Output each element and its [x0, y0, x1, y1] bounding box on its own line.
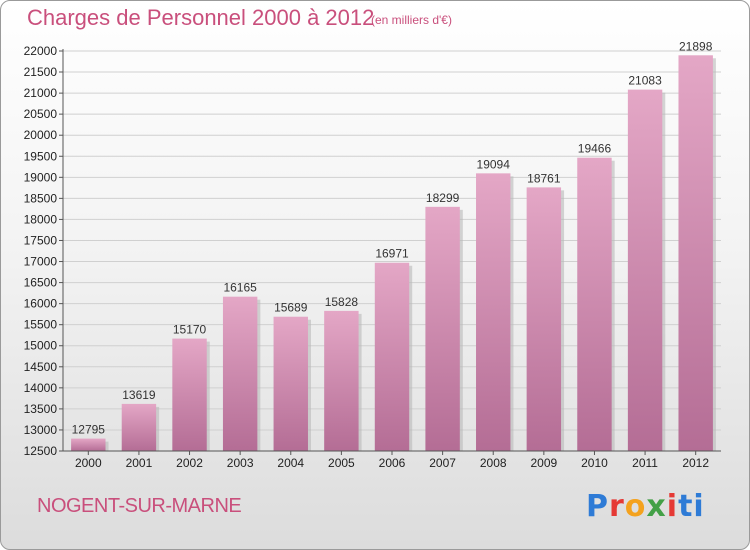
y-tick-label: 12500 — [24, 444, 58, 458]
data-label: 16165 — [223, 281, 257, 295]
y-tick-label: 15500 — [24, 318, 58, 332]
data-label: 15170 — [173, 323, 207, 337]
bars: 12795 13619 15170 16165 15689 15828 16971 18299… — [71, 39, 716, 451]
x-tick-label: 2012 — [682, 456, 709, 470]
logo-letter: i — [666, 489, 679, 524]
y-tick-label: 17000 — [24, 255, 58, 269]
x-tick-label: 2000 — [75, 456, 102, 470]
logo-letter: o — [624, 489, 647, 524]
logo-letter: r — [609, 489, 625, 524]
y-tick-label: 20500 — [24, 107, 58, 121]
y-tick-label: 21000 — [24, 86, 58, 100]
bar — [425, 206, 460, 451]
x-tick-label: 2004 — [277, 456, 304, 470]
x-tick-label: 2009 — [530, 456, 557, 470]
y-tick-label: 17500 — [24, 233, 58, 247]
x-tick-label: 2002 — [176, 456, 203, 470]
y-tick-label: 15000 — [24, 339, 58, 353]
y-tick-label: 14500 — [24, 360, 58, 374]
x-tick-label: 2010 — [581, 456, 608, 470]
bar — [273, 316, 308, 451]
axes: 12500 13000 13500 14000 14500 15000 15500 16000… — [24, 44, 721, 470]
data-label: 21083 — [628, 74, 662, 88]
y-tick-label: 16000 — [24, 297, 58, 311]
data-label: 19466 — [578, 142, 612, 156]
data-label: 12795 — [72, 423, 106, 437]
bar — [678, 55, 713, 451]
y-tick-label: 19000 — [24, 170, 58, 184]
bar — [526, 187, 562, 451]
data-label: 13619 — [122, 388, 156, 402]
bar — [627, 89, 663, 451]
x-tick-label: 2011 — [632, 456, 658, 470]
bar — [71, 438, 106, 451]
data-label: 15689 — [274, 301, 308, 315]
y-tick-label: 16500 — [24, 276, 58, 290]
logo-letter: x — [646, 489, 667, 524]
y-tick-label: 22000 — [24, 44, 58, 58]
y-tick-label: 14000 — [24, 381, 58, 395]
bar — [172, 338, 207, 451]
data-label: 19094 — [477, 157, 511, 171]
y-tick-label: 19500 — [24, 149, 58, 163]
x-tick-label: 2005 — [328, 456, 355, 470]
chart-title: Charges de Personnel 2000 à 2012 — [27, 5, 375, 30]
y-tick-label: 13500 — [24, 402, 58, 416]
y-tick-label: 18000 — [24, 212, 58, 226]
data-label: 16971 — [375, 247, 409, 261]
data-label: 18761 — [527, 171, 561, 185]
city-name: NOGENT-SUR-MARNE — [37, 495, 242, 517]
x-tick-label: 2008 — [480, 456, 507, 470]
x-tick-label: 2001 — [126, 456, 153, 470]
logo-letter: ti — [678, 489, 705, 524]
bar — [222, 296, 258, 451]
y-tick-label: 18500 — [24, 191, 58, 205]
bar — [324, 310, 359, 451]
x-tick-label: 2003 — [227, 456, 254, 470]
bar — [121, 403, 157, 451]
x-tick-label: 2007 — [429, 456, 456, 470]
y-tick-label: 13000 — [24, 423, 58, 437]
data-label: 21898 — [679, 39, 713, 53]
proxiti-logo: Proxiti — [586, 489, 705, 524]
logo-letter: P — [586, 489, 609, 524]
bar — [374, 262, 410, 451]
data-label: 15828 — [325, 295, 359, 309]
y-tick-label: 20000 — [24, 128, 58, 142]
chart-unit: (en milliers d'€) — [371, 13, 452, 27]
bar — [577, 157, 612, 451]
y-tick-label: 21500 — [24, 65, 58, 79]
data-label: 18299 — [426, 191, 460, 205]
x-tick-label: 2006 — [379, 456, 406, 470]
bar — [476, 173, 511, 451]
